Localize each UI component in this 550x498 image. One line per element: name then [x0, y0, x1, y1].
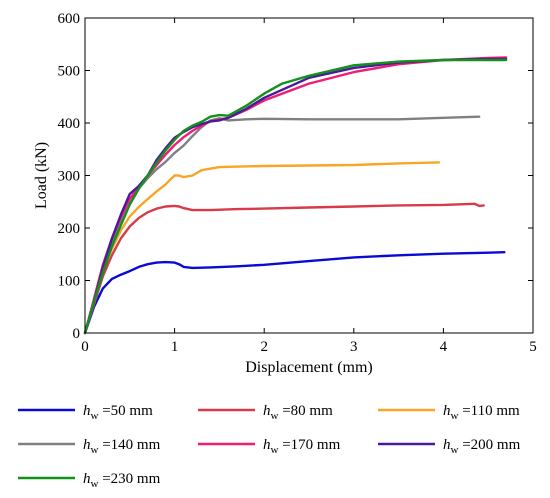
plot-area-frame [84, 17, 534, 334]
series-line-7 [83, 58, 508, 335]
y-tick-label: 0 [73, 326, 81, 342]
legend-label-4: hw =140 mm [83, 437, 161, 456]
x-tick-label: 4 [440, 339, 448, 355]
legend-label-6: hw =200 mm [443, 437, 521, 456]
legend-label-5: hw =170 mm [263, 437, 341, 456]
x-tick-label: 1 [171, 339, 179, 355]
legend-label-3: hw =110 mm [443, 403, 520, 422]
legend-label-1: hw =50 mm [83, 403, 153, 422]
y-tick-label: 300 [58, 169, 81, 185]
y-tick-label: 200 [58, 221, 81, 237]
y-tick-label: 100 [58, 274, 81, 290]
legend-label-7: hw =230 mm [83, 471, 161, 490]
series-line-1 [83, 251, 506, 335]
axis-ticks: 0 1 2 3 4 5 0 100 200 300 400 500 600 [58, 11, 537, 355]
legend: hw =50 mm hw =80 mm hw =110 mm hw =140 mm hw… [18, 403, 521, 490]
series-layer [83, 56, 508, 335]
series-line-6 [83, 57, 508, 335]
series-line-3 [83, 161, 441, 335]
y-tick-label: 500 [58, 64, 81, 80]
x-tick-label: 0 [81, 339, 89, 355]
y-tick-label: 400 [58, 116, 81, 132]
legend-label-2: hw =80 mm [263, 403, 333, 422]
series-line-2 [83, 202, 485, 335]
y-tick-label: 600 [58, 11, 81, 27]
y-axis-label: Load (kN) [33, 142, 50, 209]
x-axis-label: Displacement (mm) [245, 359, 373, 376]
series-line-5 [83, 56, 508, 335]
x-tick-label: 2 [260, 339, 268, 355]
x-tick-label: 5 [529, 339, 537, 355]
series-line-4 [83, 115, 481, 335]
x-tick-label: 3 [350, 339, 358, 355]
